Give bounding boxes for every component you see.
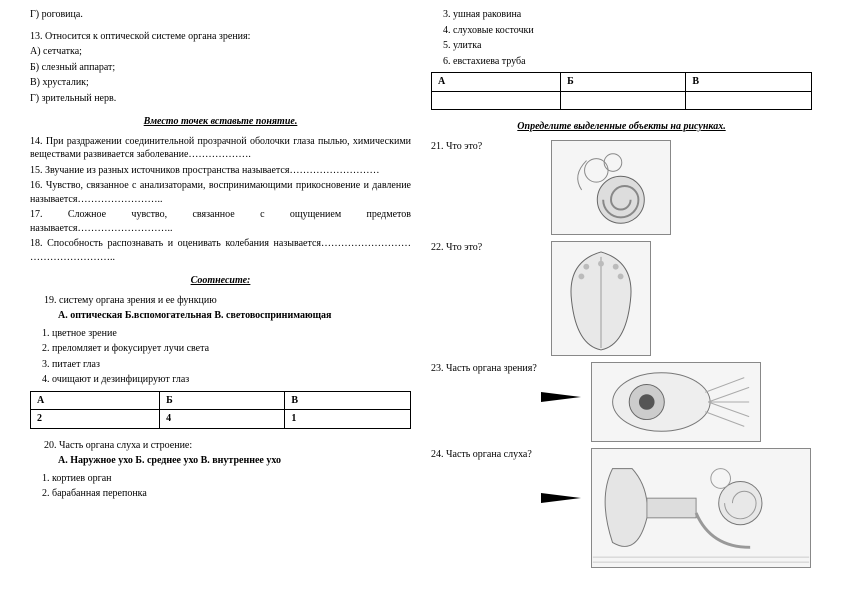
- arrow-icon: [541, 392, 581, 402]
- heading-insert-concept: Вместо точек вставьте понятие.: [30, 115, 411, 129]
- eye-icon: [592, 363, 760, 441]
- th-b: Б: [160, 391, 285, 410]
- q19-options: А. оптическая Б.вспомогательная В. свето…: [30, 309, 411, 323]
- q14: 14. При раздражении соединительной прозр…: [30, 135, 411, 162]
- q20-list: кортиев орган барабанная перепонка: [30, 472, 411, 501]
- q20-table: А Б В: [431, 72, 812, 110]
- th-v: В: [686, 73, 812, 92]
- ear-cochlea-icon: [552, 141, 670, 234]
- q13a: А) сетчатка;: [30, 45, 411, 59]
- td-v: 1: [285, 410, 411, 429]
- q19: 19. систему органа зрения и ее функцию: [30, 294, 411, 308]
- right-column: ушная раковина слуховые косточки улитка …: [421, 8, 822, 587]
- arrow-icon: [541, 493, 581, 503]
- td-empty: [432, 91, 561, 110]
- q19-item-4: очищают и дезинфицируют глаз: [52, 373, 411, 387]
- q13d: Г) зрительный нерв.: [30, 92, 411, 106]
- opt-g: Г) роговица.: [30, 8, 411, 22]
- q13c: В) хрусталик;: [30, 76, 411, 90]
- td-a: 2: [31, 410, 160, 429]
- q23-image-placeholder: [591, 362, 761, 442]
- th-v: В: [285, 391, 411, 410]
- table-row: 2 4 1: [31, 410, 411, 429]
- heading-match: Соотнесите:: [30, 274, 411, 288]
- q13: 13. Относится к оптической системе орган…: [30, 30, 411, 44]
- q20-item-5: улитка: [453, 39, 812, 53]
- table-row: А Б В: [31, 391, 411, 410]
- q19-list: цветное зрение преломляет и фокусирует л…: [30, 327, 411, 387]
- q19-item-3: питает глаз: [52, 358, 411, 372]
- q20-item-6: евстахиева труба: [453, 55, 812, 69]
- th-a: А: [432, 73, 561, 92]
- q18: 18. Способность распознавать и оценивать…: [30, 237, 411, 264]
- table-row: [432, 91, 812, 110]
- q19-item-1: цветное зрение: [52, 327, 411, 341]
- q21-image-placeholder: [551, 140, 671, 235]
- left-column: Г) роговица. 13. Относится к оптической …: [20, 8, 421, 587]
- q21-label: 21. Что это?: [431, 140, 551, 154]
- q19-table: А Б В 2 4 1: [30, 391, 411, 429]
- q20: 20. Часть органа слуха и строение:: [30, 439, 411, 453]
- th-a: А: [31, 391, 160, 410]
- th-b: Б: [561, 73, 686, 92]
- q22-row: 22. Что это?: [431, 241, 812, 356]
- td-b: 4: [160, 410, 285, 429]
- q16: 16. Чувство, связанное с анализаторами, …: [30, 179, 411, 206]
- table-row: А Б В: [432, 73, 812, 92]
- q20-item-2: барабанная перепонка: [52, 487, 411, 501]
- q15: 15. Звучание из разных источников простр…: [30, 164, 411, 178]
- q20-item-4: слуховые косточки: [453, 24, 812, 38]
- td-empty: [686, 91, 812, 110]
- q13b: Б) слезный аппарат;: [30, 61, 411, 75]
- q23-row: 23. Часть органа зрения?: [431, 362, 812, 442]
- q20-item-1: кортиев орган: [52, 472, 411, 486]
- heading-identify-objects: Определите выделенные объекты на рисунка…: [431, 120, 812, 134]
- q20-item-3: ушная раковина: [453, 8, 812, 22]
- q21-row: 21. Что это?: [431, 140, 812, 235]
- q24-label: 24. Часть органа слуха?: [431, 448, 551, 462]
- td-empty: [561, 91, 686, 110]
- q24-image-placeholder: [591, 448, 811, 568]
- ear-anatomy-icon: [592, 449, 810, 567]
- q24-row: 24. Часть органа слуха?: [431, 448, 812, 568]
- q23-label: 23. Часть органа зрения?: [431, 362, 551, 376]
- tongue-icon: [552, 242, 650, 355]
- q20-list-cont: ушная раковина слуховые косточки улитка …: [431, 8, 812, 68]
- q19-item-2: преломляет и фокусирует лучи света: [52, 342, 411, 356]
- q22-label: 22. Что это?: [431, 241, 551, 255]
- q22-image-placeholder: [551, 241, 651, 356]
- q20-options: А. Наружное ухо Б. среднее ухо В. внутре…: [30, 454, 411, 468]
- q17: 17. Сложное чувство, связанное с ощущени…: [30, 208, 411, 235]
